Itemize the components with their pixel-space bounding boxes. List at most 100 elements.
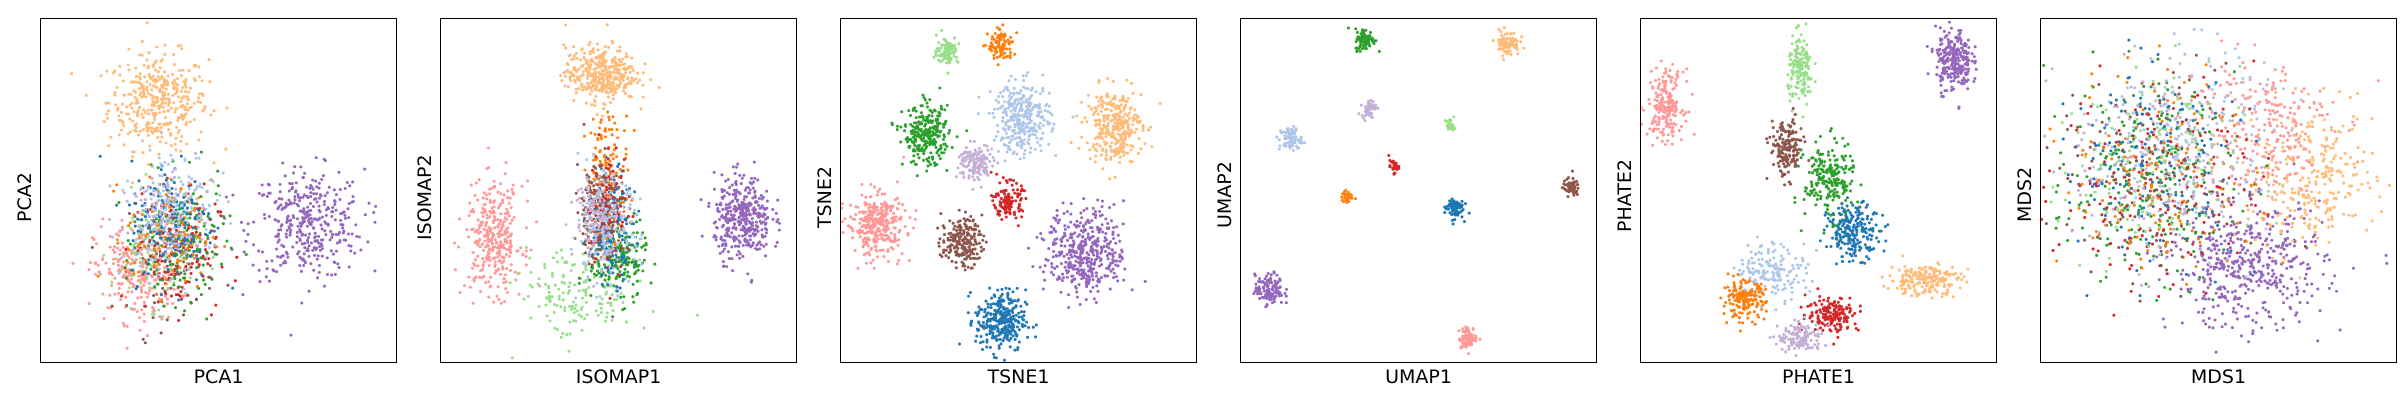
data-point (199, 150, 203, 154)
data-point (151, 181, 155, 185)
data-point (347, 202, 351, 206)
data-point (139, 248, 143, 252)
data-point (735, 253, 739, 257)
data-point (612, 180, 616, 184)
data-point (485, 243, 489, 247)
data-point (195, 266, 199, 270)
data-point (917, 120, 921, 124)
data-point (458, 291, 462, 295)
data-point (184, 85, 188, 89)
data-point (640, 233, 644, 237)
data-point (912, 121, 916, 125)
data-point (179, 255, 183, 259)
data-point (133, 241, 137, 245)
data-point (608, 159, 612, 163)
data-point (181, 183, 185, 187)
data-point (644, 241, 648, 245)
data-point (615, 198, 619, 202)
data-point (545, 314, 549, 318)
data-point (615, 182, 619, 186)
data-point (305, 194, 309, 198)
data-point (90, 236, 94, 240)
data-point (551, 256, 555, 260)
data-point (159, 97, 163, 101)
data-point (581, 232, 585, 236)
data-point (955, 135, 959, 139)
data-point (743, 217, 747, 221)
data-point (610, 133, 614, 137)
data-point (1034, 90, 1038, 94)
data-point (727, 257, 731, 260)
data-point (509, 234, 513, 238)
data-point (138, 93, 142, 97)
data-point (263, 216, 267, 220)
data-point (351, 199, 355, 203)
data-point (764, 242, 768, 246)
data-point (586, 178, 590, 182)
data-point (299, 256, 303, 260)
data-point (474, 275, 478, 279)
data-point (913, 149, 917, 153)
data-point (147, 214, 151, 218)
data-point (126, 112, 130, 116)
data-point (214, 303, 218, 307)
data-point (635, 220, 638, 224)
data-point (632, 211, 636, 215)
data-point (172, 201, 176, 205)
data-point (497, 235, 501, 239)
data-point (168, 100, 172, 104)
data-point (594, 222, 598, 225)
data-point (589, 293, 593, 297)
data-point (165, 264, 169, 268)
data-point (145, 129, 149, 133)
data-point (172, 53, 176, 56)
data-point (632, 128, 636, 132)
data-point (499, 301, 503, 305)
data-point (731, 237, 735, 241)
data-point (498, 232, 502, 236)
data-point (605, 265, 609, 269)
data-point (614, 260, 618, 264)
data-point (581, 88, 585, 92)
data-point (150, 275, 154, 279)
data-point (563, 306, 567, 310)
data-point (151, 100, 155, 104)
data-point (150, 204, 154, 208)
data-point (180, 114, 184, 118)
data-point (158, 174, 162, 178)
data-point (610, 318, 614, 322)
data-point (756, 178, 760, 182)
data-point (607, 118, 611, 122)
data-point (997, 149, 1001, 153)
data-point (113, 90, 117, 94)
data-point (311, 178, 315, 182)
data-point (931, 157, 935, 161)
data-point (343, 213, 347, 217)
data-point (492, 199, 496, 203)
data-point (949, 56, 953, 60)
data-point (474, 239, 478, 243)
data-point (210, 277, 214, 281)
data-point (144, 207, 148, 211)
data-point (150, 176, 154, 180)
data-point (309, 217, 313, 221)
data-point (196, 100, 200, 104)
data-point (526, 179, 530, 183)
data-point (759, 243, 763, 247)
data-point (608, 215, 612, 219)
data-point (739, 221, 743, 225)
data-point (142, 283, 146, 287)
data-point (925, 169, 929, 173)
data-point (730, 245, 734, 249)
data-point (149, 76, 153, 80)
data-point (590, 255, 594, 259)
data-point (197, 208, 201, 212)
data-point (177, 225, 181, 229)
data-point (293, 198, 297, 202)
data-point (162, 122, 166, 126)
data-point (623, 307, 627, 311)
data-point (156, 75, 160, 79)
data-point (147, 262, 151, 266)
data-point (90, 245, 94, 249)
data-point (639, 107, 643, 111)
